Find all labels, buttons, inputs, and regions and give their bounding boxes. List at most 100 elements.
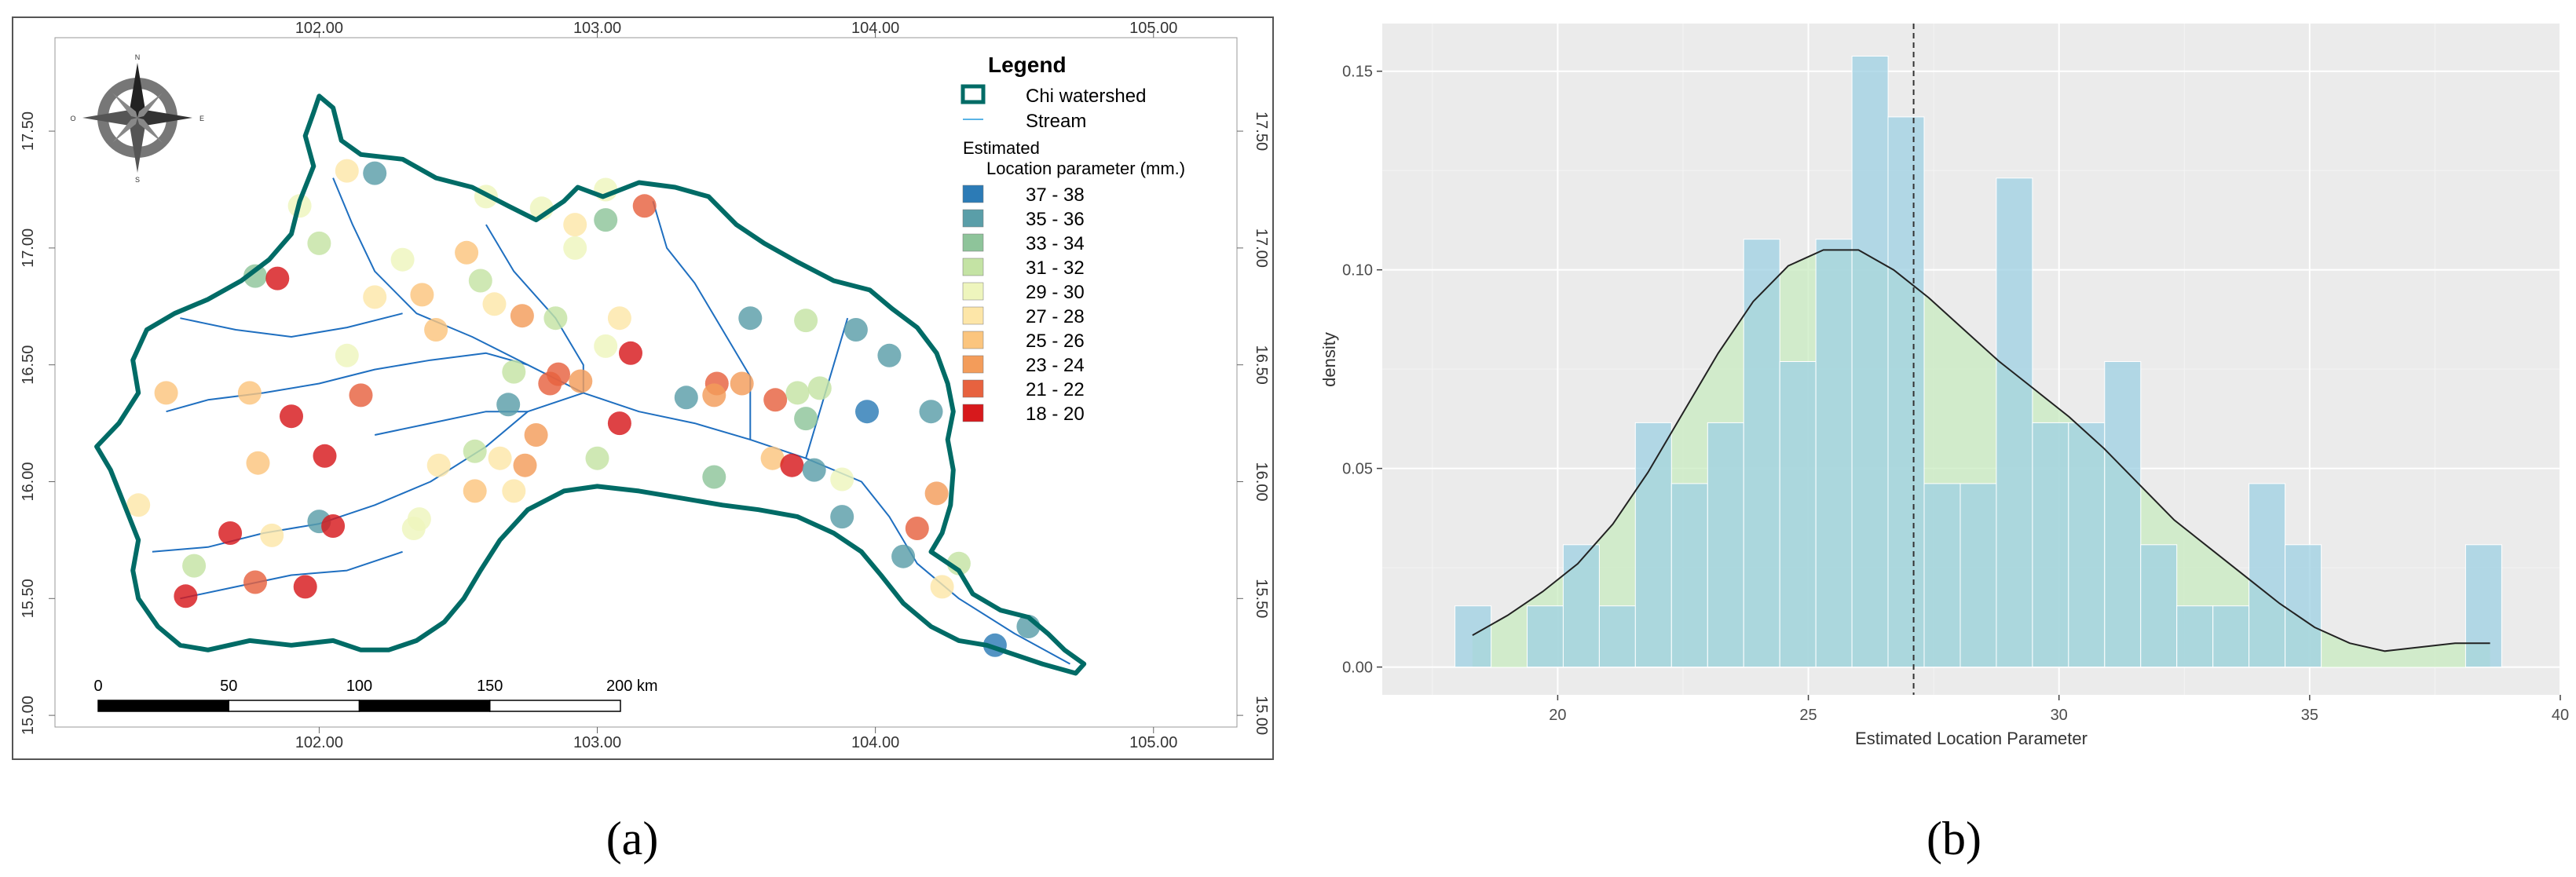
scale-segment-1 <box>228 700 360 712</box>
panel-label-a: (a) <box>606 813 659 864</box>
scale-segment-2 <box>358 700 491 712</box>
histogram-bar-11 <box>1851 56 1889 668</box>
histogram-bar-0 <box>1454 605 1492 668</box>
scale-bar: 0 50 100 150 200 km <box>93 678 658 712</box>
station-point-13 <box>468 269 492 293</box>
y-tick-label-3: 0.15 <box>1342 64 1373 81</box>
histogram-bar-23 <box>2285 544 2322 668</box>
station-point-48 <box>280 404 303 429</box>
panel-label-b: (b) <box>1927 813 1981 864</box>
station-point-75 <box>891 544 916 568</box>
station-point-27 <box>335 343 359 367</box>
legend-swatch-6 <box>962 331 984 349</box>
stream-line-3 <box>180 312 403 338</box>
legend-swatch-5 <box>962 306 984 325</box>
histogram-bar-16 <box>2032 422 2069 668</box>
station-point-45 <box>794 407 818 431</box>
compass-e: E <box>199 115 204 122</box>
histogram-bar-9 <box>1779 361 1817 668</box>
histogram-bar-21 <box>2212 605 2250 668</box>
station-point-51 <box>313 444 337 468</box>
x-tick-label-top-1: 103.00 <box>573 20 621 37</box>
station-point-18 <box>482 292 507 316</box>
station-point-21 <box>607 306 631 331</box>
y-tick-label-right-5: 17.50 <box>1253 111 1270 151</box>
station-point-68 <box>321 514 346 538</box>
station-point-56 <box>513 453 537 477</box>
legend-class-label-7: 23 - 24 <box>1026 355 1085 376</box>
scale-label-3: 150 <box>477 678 503 695</box>
station-point-74 <box>905 517 929 540</box>
y-tick-label-1: 0.05 <box>1342 461 1373 478</box>
scale-label-1: 50 <box>220 678 237 695</box>
legend-swatch-9 <box>962 404 984 422</box>
x-tick-label-4: 40 <box>2552 707 2569 724</box>
station-point-69 <box>218 521 243 545</box>
station-point-26 <box>877 343 902 367</box>
x-tick-label-2: 30 <box>2051 707 2068 724</box>
y-tick-label-right-0: 15.00 <box>1253 696 1270 735</box>
x-tick-label-top-2: 104.00 <box>851 20 899 37</box>
legend-class-label-4: 29 - 30 <box>1026 282 1085 303</box>
y-tick-label-left-3: 16.50 <box>20 345 37 385</box>
y-tick-label-left-4: 17.00 <box>20 228 37 268</box>
station-point-64 <box>126 493 151 517</box>
legend-class-label-0: 37 - 38 <box>1026 185 1085 206</box>
legend-swatch-0 <box>962 185 984 203</box>
legend-watershed-swatch <box>961 84 986 104</box>
station-point-7 <box>594 208 618 232</box>
legend-class-label-1: 35 - 36 <box>1026 209 1085 230</box>
x-tick-label-bottom-2: 104.00 <box>851 734 899 751</box>
panel-a-map: 102.00 102.00 103.00 103.00 104.00 104.00 105.… <box>12 16 1274 760</box>
legend-class-label-5: 27 - 28 <box>1026 306 1085 327</box>
legend-swatch-3 <box>962 258 984 276</box>
compass-s: S <box>135 176 140 184</box>
panel-b-histogram: 20 25 30 35 40 0.00 0.05 0.10 0.15 Estimated Loc… <box>1319 24 2569 748</box>
x-axis-title: Estimated Location Parameter <box>1855 729 2088 748</box>
histogram-bar-7 <box>1707 422 1744 668</box>
station-point-72 <box>407 507 431 532</box>
y-tick-label-right-4: 17.00 <box>1253 228 1270 268</box>
legend-class-label-2: 33 - 34 <box>1026 233 1085 254</box>
legend-swatch-2 <box>962 233 984 252</box>
station-point-0 <box>335 159 359 183</box>
station-point-44 <box>702 383 726 407</box>
station-point-60 <box>802 458 826 482</box>
station-point-30 <box>502 360 526 384</box>
legend-param-title-1: Estimated <box>963 138 1040 158</box>
station-point-35 <box>730 371 754 396</box>
y-tick-label-left-1: 15.50 <box>20 579 37 618</box>
scale-label-4: 200 km <box>606 678 658 695</box>
station-point-46 <box>855 400 879 424</box>
x-tick-label-top-3: 105.00 <box>1129 20 1177 37</box>
station-point-15 <box>265 266 290 291</box>
station-point-1 <box>363 161 387 185</box>
station-point-19 <box>510 304 534 328</box>
station-point-11 <box>390 247 415 272</box>
scale-label-0: 0 <box>93 678 102 695</box>
x-tick-label-3: 35 <box>2301 707 2318 724</box>
station-point-24 <box>794 309 818 333</box>
station-point-49 <box>607 411 631 436</box>
legend-swatch-7 <box>962 355 984 374</box>
histogram-bar-5 <box>1634 422 1672 668</box>
station-point-41 <box>349 383 373 407</box>
y-tick-label-right-1: 15.50 <box>1253 579 1270 618</box>
station-point-17 <box>410 283 434 307</box>
compass-n: N <box>135 53 141 61</box>
scale-label-2: 100 <box>346 678 372 695</box>
histogram-bar-19 <box>2140 544 2178 668</box>
station-point-78 <box>243 570 267 594</box>
station-point-28 <box>594 334 618 358</box>
station-point-70 <box>260 523 284 547</box>
station-point-53 <box>426 453 451 477</box>
watershed-outline <box>94 93 1087 676</box>
plot-axes: 20 25 30 35 40 0.00 0.05 0.10 0.15 <box>1342 64 2569 724</box>
station-point-80 <box>174 584 198 608</box>
station-point-16 <box>363 285 387 309</box>
station-point-57 <box>585 446 609 470</box>
station-point-58 <box>760 446 785 470</box>
histogram-bar-13 <box>1923 483 1961 668</box>
station-point-32 <box>538 371 562 396</box>
